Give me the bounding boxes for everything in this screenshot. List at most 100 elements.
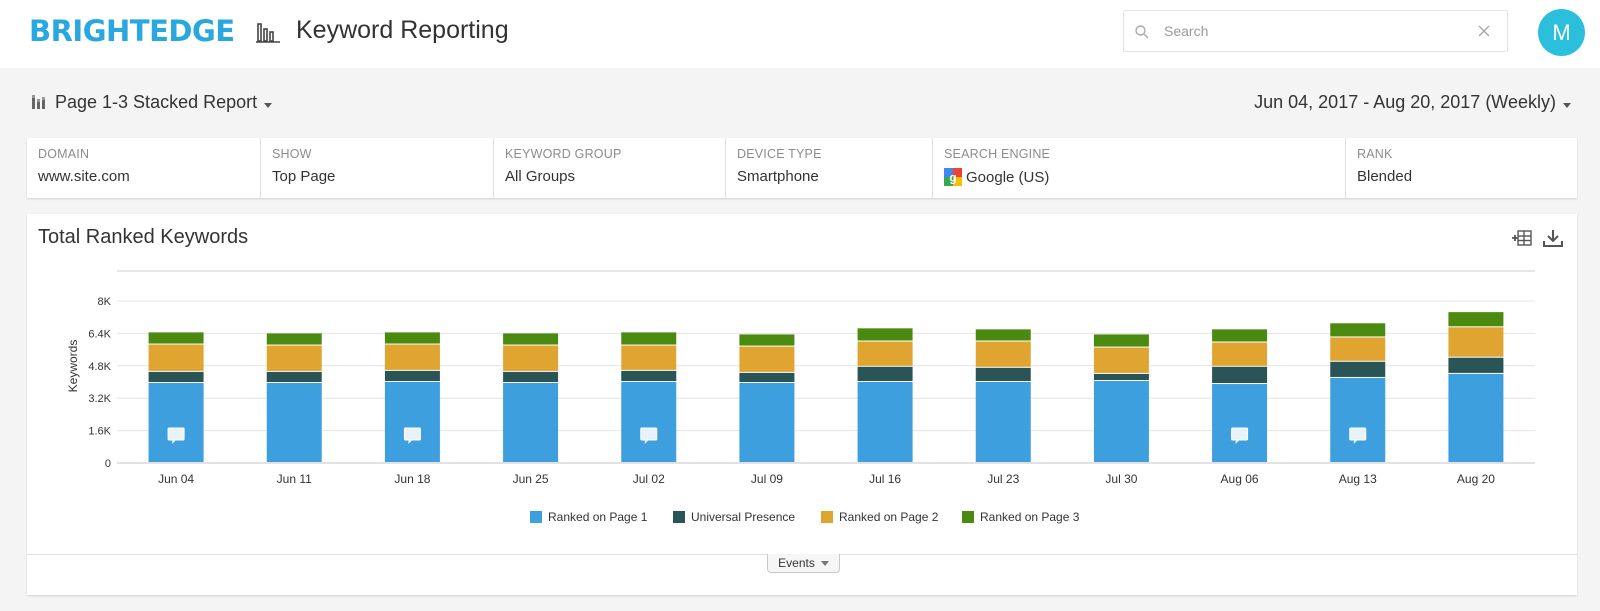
chart-title: Total Ranked Keywords (38, 226, 249, 248)
x-tick-label: Aug 06 (1221, 472, 1259, 486)
x-tick-label: Jun 04 (158, 472, 194, 486)
legend-swatch (821, 511, 833, 523)
bar-segment (975, 382, 1031, 462)
filter-label: DEVICE TYPE (737, 147, 822, 161)
y-tick-label: 8K (98, 296, 112, 308)
y-tick-label: 0 (105, 458, 111, 470)
y-tick-label: 6.4K (88, 328, 111, 340)
x-tick-label: Jun 25 (513, 472, 549, 486)
bar-segment (1093, 373, 1149, 380)
avatar[interactable]: M (1538, 9, 1585, 56)
bar-segment (1330, 337, 1386, 361)
events-label: Events (778, 556, 815, 570)
report-selector-label: Page 1-3 Stacked Report (55, 91, 258, 112)
comment-icon (403, 427, 421, 441)
filter-value: Google (US) (966, 169, 1050, 186)
app-header: BRIGHTEDGE Keyword Reporting M (0, 0, 1600, 68)
x-tick-label: Jul 09 (751, 472, 783, 486)
bar-segment (621, 370, 677, 381)
comment-icon-tail (408, 440, 413, 444)
filter-keyword-group[interactable]: KEYWORD GROUP All Groups (494, 138, 726, 198)
search-icon (1135, 25, 1149, 39)
add-table-icon[interactable] (1511, 228, 1533, 248)
bar-segment (1448, 357, 1504, 373)
y-tick-label: 4.8K (88, 361, 111, 373)
filter-label: SHOW (272, 147, 312, 161)
bar-segment (503, 333, 559, 345)
filter-value: www.site.com (38, 168, 130, 185)
x-tick-label: Aug 20 (1457, 472, 1495, 486)
download-icon[interactable] (1542, 228, 1564, 248)
chevron-down-icon (820, 560, 829, 566)
legend-label: Ranked on Page 3 (980, 510, 1080, 524)
page-title: Keyword Reporting (296, 16, 509, 44)
bar-segment (266, 383, 322, 462)
filter-label: RANK (1357, 147, 1393, 161)
bar-segment (1093, 347, 1149, 373)
comment-icon (640, 427, 658, 441)
comment-icon-tail (1235, 440, 1240, 444)
search-box[interactable] (1123, 10, 1508, 52)
bar-segment (1330, 361, 1386, 377)
bar-segment (739, 383, 795, 462)
bar-segment (503, 383, 559, 462)
comment-icon-tail (1353, 440, 1358, 444)
bar-segment (975, 329, 1031, 341)
bar-segment (384, 382, 440, 462)
filter-rank[interactable]: RANK Blended (1346, 138, 1577, 198)
bar-segment (621, 382, 677, 462)
bar-segment (739, 334, 795, 346)
brand-logo[interactable]: BRIGHTEDGE (29, 14, 235, 48)
x-tick-label: Jul 02 (633, 472, 665, 486)
date-range-label: Jun 04, 2017 - Aug 20, 2017 (Weekly) (1254, 92, 1556, 112)
bar-segment (384, 344, 440, 370)
filter-value: All Groups (505, 168, 576, 185)
filter-device-type[interactable]: DEVICE TYPE Smartphone (726, 138, 933, 198)
date-range-selector[interactable]: Jun 04, 2017 - Aug 20, 2017 (Weekly) (1254, 92, 1571, 113)
legend-swatch (962, 511, 974, 523)
bar-segment (503, 345, 559, 371)
filter-domain[interactable]: DOMAIN www.site.com (27, 138, 261, 198)
filter-search-engine[interactable]: SEARCH ENGINE g Google (US) (933, 138, 1346, 198)
report-selector[interactable]: Page 1-3 Stacked Report (31, 89, 273, 115)
comment-icon (167, 427, 185, 441)
filter-label: DOMAIN (38, 147, 90, 161)
bar-segment (266, 371, 322, 383)
bar-segment (739, 372, 795, 383)
y-tick-label: 1.6K (88, 426, 111, 438)
bar-segment (621, 345, 677, 370)
bar-segment (266, 345, 322, 371)
x-tick-label: Jun 11 (277, 472, 312, 486)
bar-segment (975, 341, 1031, 367)
bar-segment (621, 332, 677, 345)
y-tick-label: 3.2K (88, 393, 111, 405)
legend-label: Ranked on Page 2 (839, 510, 939, 524)
bar-segment (857, 382, 913, 462)
chevron-down-icon (1563, 103, 1571, 108)
filter-value: Top Page (272, 168, 336, 185)
bar-segment (384, 370, 440, 381)
chart-card: Total Ranked Keywords 0 1.6K 3.2K 4.8K 6.4K 8… (27, 214, 1577, 595)
legend-swatch (530, 511, 542, 523)
x-tick-label: Aug 13 (1339, 472, 1377, 486)
filter-bar: DOMAIN www.site.com SHOW Top Page KEYWOR… (27, 138, 1577, 198)
bar-segment (1330, 323, 1386, 337)
comment-icon (1231, 427, 1249, 441)
comment-icon-tail (172, 440, 177, 444)
svg-text:g: g (949, 171, 956, 185)
bar-segment (384, 332, 440, 344)
legend-label: Universal Presence (691, 510, 795, 524)
y-axis-label: Keywords (66, 340, 80, 393)
bar-segment (148, 383, 204, 462)
filter-value-wrap: g Google (US) (944, 168, 1334, 186)
events-toggle-button[interactable]: Events (767, 554, 840, 573)
x-tick-label: Jul 16 (869, 472, 901, 486)
filter-show[interactable]: SHOW Top Page (261, 138, 494, 198)
bar-segment (1330, 377, 1386, 462)
search-input[interactable] (1164, 20, 1464, 42)
stacked-bar-chart: 0 1.6K 3.2K 4.8K 6.4K 8K Keywords Jun 04 Jun 11 J… (66, 270, 1535, 524)
bar-segment (266, 333, 322, 345)
bar-segment (1448, 327, 1504, 357)
bar-segment (857, 341, 913, 366)
close-icon[interactable] (1477, 24, 1491, 38)
